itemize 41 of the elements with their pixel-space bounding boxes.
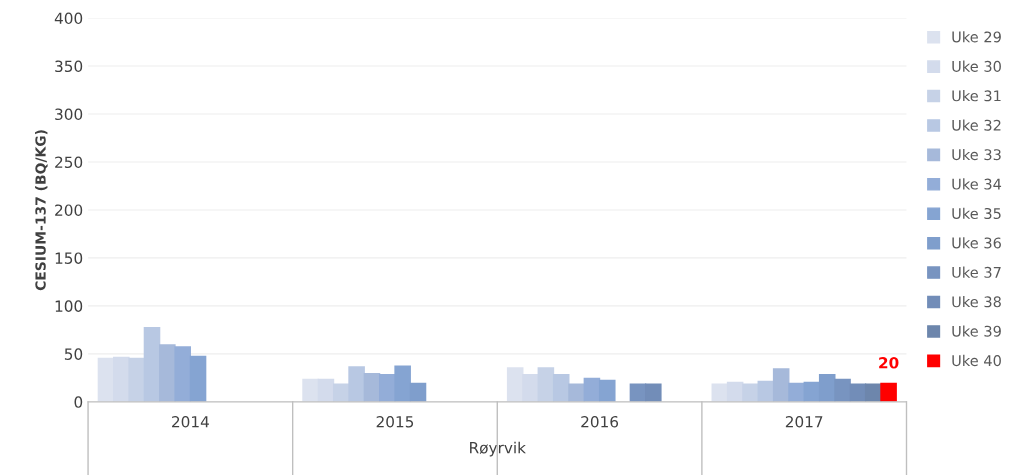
data-label: 20 [879,357,899,369]
bar [189,355,207,402]
legend-label: Uke 33 [952,148,1001,161]
bar [128,357,145,402]
bar [742,383,759,402]
y-tick-label: 200 [55,204,83,216]
legend-label: Uke 34 [952,178,1002,190]
y-tick-label: 400 [54,12,83,25]
y-tick-label: 300 [55,108,83,121]
legend-label: Uke 31 [952,90,1001,102]
bar [552,374,570,402]
y-axis-title: CESIUM-137 (BQ/KG) [35,130,48,291]
legend-label: Uke 30 [952,60,1001,72]
legend-label: Uke 37 [952,266,1001,278]
bar [348,366,365,402]
bar [143,327,161,402]
legend-label: Uke 40 [952,354,1001,367]
x-tick-label: 2017 [785,416,823,428]
bar [174,346,191,402]
y-tick-label: 50 [64,348,83,360]
x-axis-title: Røyrvik [470,441,526,457]
bar [598,379,616,402]
legend-label: Uke 38 [952,296,1001,308]
y-tick-label: 350 [55,60,83,73]
y-tick-label: 150 [55,252,83,264]
y-tick-label: 250 [55,156,83,168]
bar [772,368,790,402]
x-tick-label: 2014 [172,416,209,428]
legend-label: Uke 29 [952,31,1001,43]
bar [568,383,585,402]
x-tick-label: 2016 [581,416,619,428]
legend-label: Uke 36 [952,237,1001,249]
legend-label: Uke 35 [952,207,1001,220]
y-tick-label: 0 [74,396,83,408]
legend-label: Uke 39 [952,325,1001,337]
bar [537,367,555,402]
bar [788,382,805,402]
x-tick-label: 2015 [376,416,414,428]
bar [880,382,897,402]
legend-label: Uke 32 [952,119,1001,131]
y-tick-label: 100 [55,300,83,312]
